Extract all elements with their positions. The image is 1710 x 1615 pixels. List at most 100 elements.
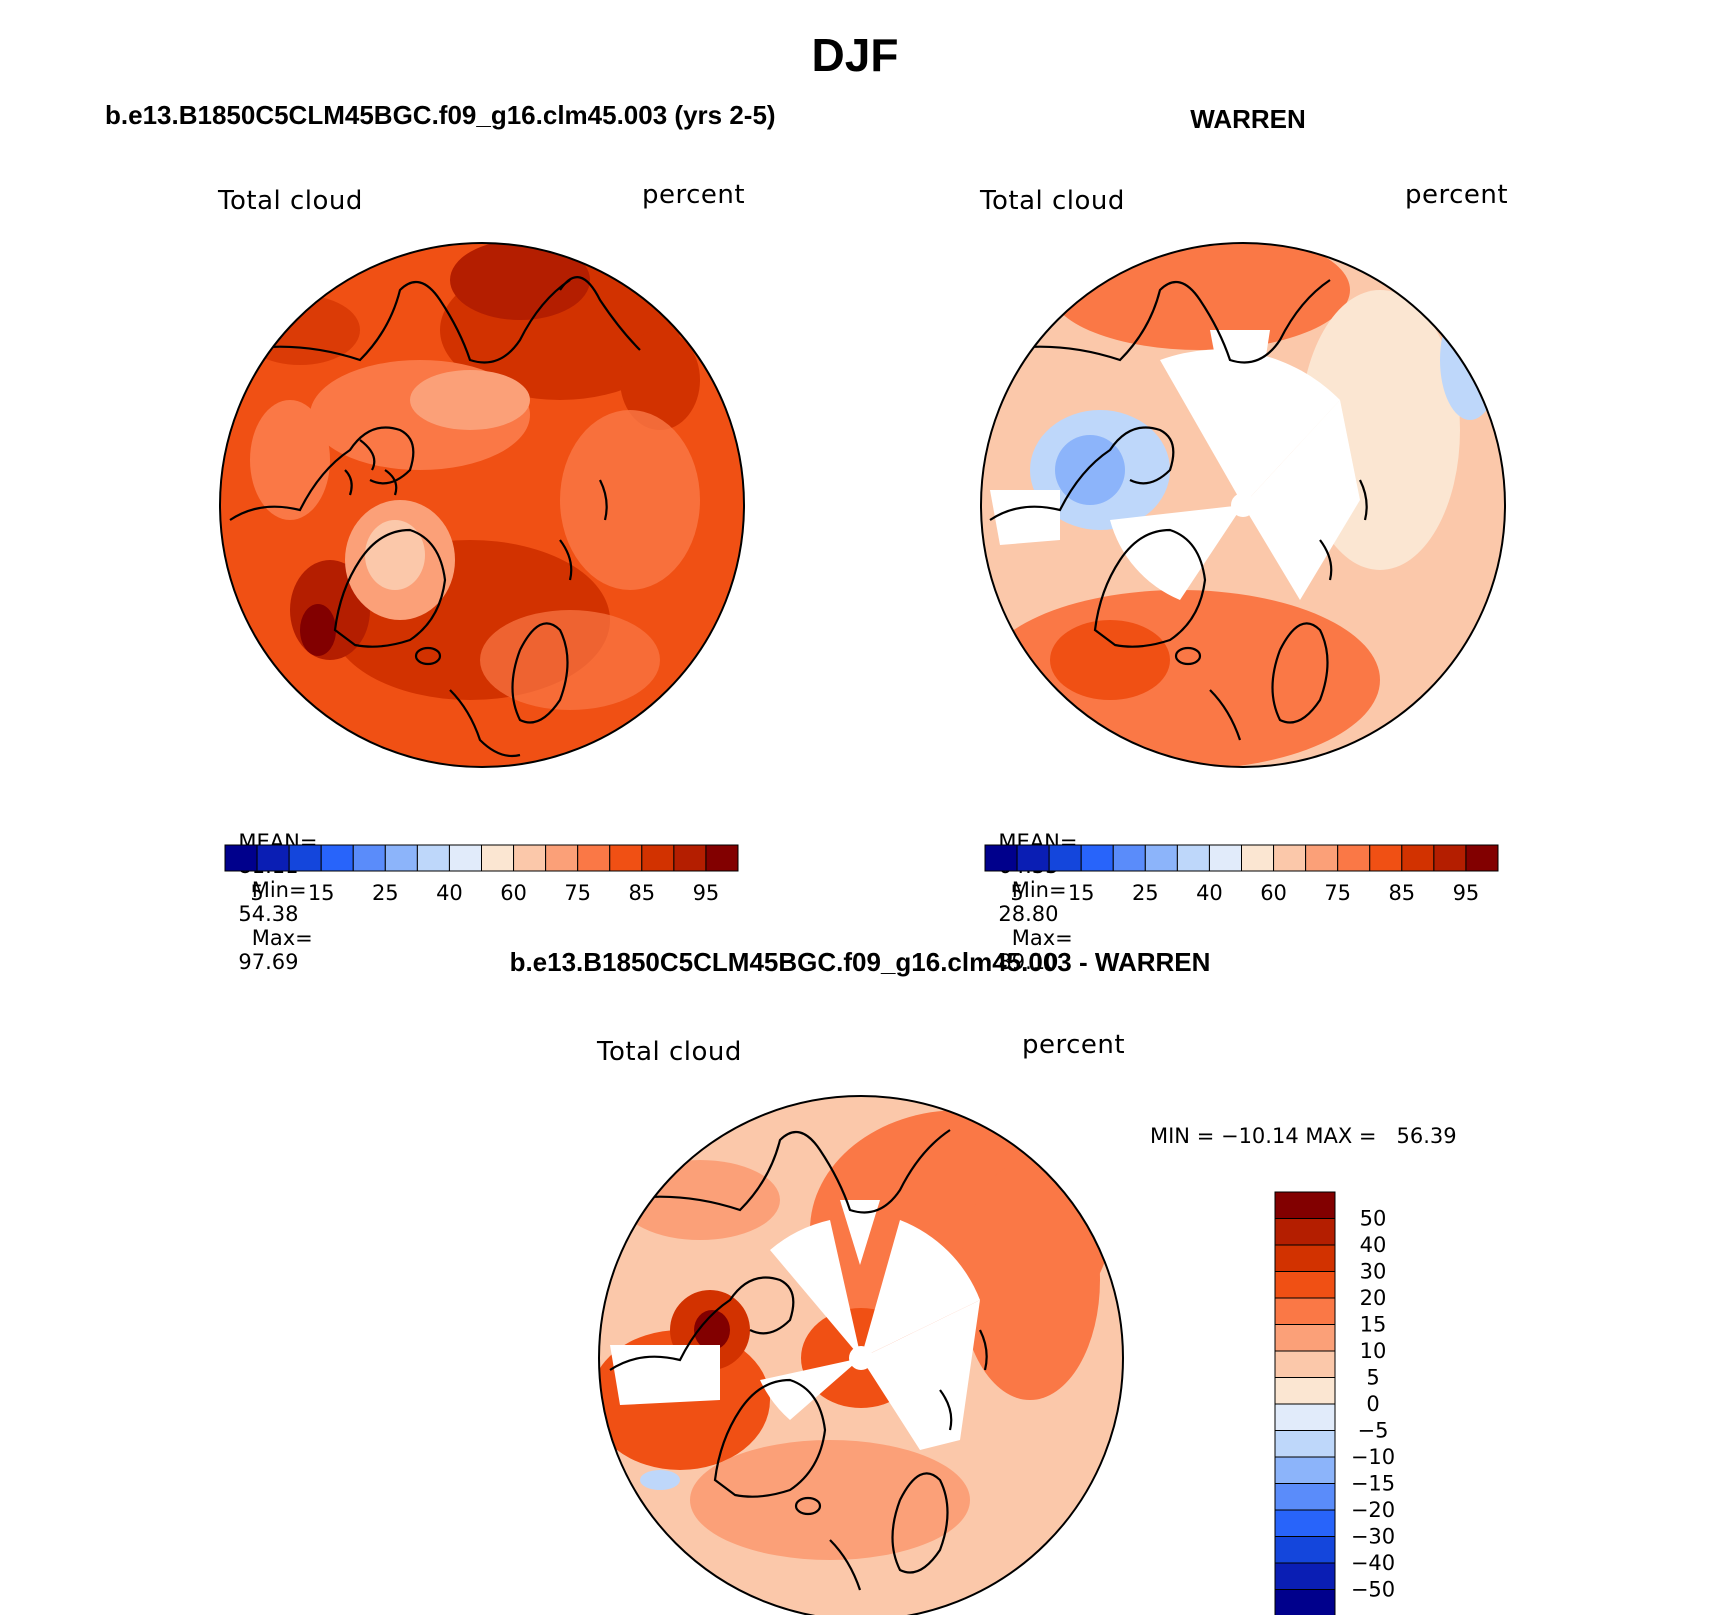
colorbar-panel3-swatch [1274,1324,1336,1352]
colorbar-panel2-tick-label: 40 [1196,881,1223,905]
map-panel2 [980,242,1506,768]
panel2-stats: MEAN= 64.33 Min= 28.80 Max= 89.10 [985,806,1077,974]
colorbar-panel2-swatch [1241,844,1275,872]
panel1-title: b.e13.B1850C5CLM45BGC.f09_g16.clm45.003 … [105,100,776,130]
colorbar-panel1-swatch [481,844,515,872]
colorbar-panel1-swatch [288,844,322,872]
colorbar-panel3-tick-label: 40 [1360,1233,1387,1257]
colorbar-panel3-tick-label: 20 [1360,1286,1387,1310]
colorbar-panel1-swatch [320,844,354,872]
colorbar-panel3-tick-label: 30 [1360,1260,1387,1284]
colorbar-panel1-tick-label: 25 [372,881,399,905]
colorbar-panel1-swatch [352,844,386,872]
colorbar-panel3-swatch [1274,1297,1336,1325]
colorbar-panel2-swatch [1433,844,1467,872]
colorbar-panel1-swatch [609,844,643,872]
colorbar-panel1-tick-label: 60 [500,881,527,905]
panel3-variable-label: Total cloud [597,1037,742,1067]
colorbar-panel1-tick-label: 85 [628,881,655,905]
colorbar-panel1-swatch [641,844,675,872]
panel2-variable-label: Total cloud [980,186,1125,216]
colorbar-panel1-swatch [673,844,707,872]
colorbar-panel3-swatch [1274,1456,1336,1484]
colorbar-panel2-swatch [1144,844,1178,872]
panel3-units-label: percent [1022,1030,1126,1060]
colorbar-panel1-swatch [384,844,418,872]
colorbar-panel1-tick-label: 15 [308,881,335,905]
colorbar-panel2-swatch [1080,844,1114,872]
colorbar-panel2-tick-label: 75 [1324,881,1351,905]
panel1-max-label: Max= [251,926,313,950]
colorbar-panel3-swatch [1274,1191,1336,1219]
colorbar-panel3-swatch [1274,1377,1336,1405]
colorbar-panel1-swatch [224,844,258,872]
colorbar-panel2-tick-label: 25 [1132,881,1159,905]
colorbar-panel2-swatch [1048,844,1082,872]
colorbar-panel3-swatch [1274,1536,1336,1564]
colorbar-panel1-tick-label: 95 [693,881,720,905]
colorbar-panel3-tick-label: −30 [1351,1525,1395,1549]
colorbar-panel2-tick-label: 95 [1453,881,1480,905]
colorbar-panel3-tick-label: −20 [1351,1498,1395,1522]
colorbar-panel1-swatch [416,844,450,872]
panel3-title: b.e13.B1850C5CLM45BGC.f09_g16.clm45.003 … [509,947,1211,977]
panel1-variable-label: Total cloud [218,186,363,216]
colorbar-panel3-tick-label: 5 [1366,1366,1379,1390]
panel2-max-label: Max= [1011,926,1073,950]
colorbar-panel1-swatch [256,844,290,872]
panel2-units-label: percent [1405,180,1509,210]
colorbar-panel2-tick-label: 85 [1388,881,1415,905]
panel2-min-value: 28.80 [998,902,1059,926]
colorbar-panel2-swatch [1337,844,1371,872]
colorbar-panel1-swatch [577,844,611,872]
colorbar-panel3-swatch [1274,1589,1336,1615]
colorbar-panel3-tick-label: 0 [1366,1392,1379,1416]
colorbar-panel3-swatch [1274,1218,1336,1246]
colorbar-panel2-swatch [1176,844,1210,872]
colorbar-panel2-swatch [1401,844,1435,872]
colorbar-panel3-tick-label: 10 [1360,1339,1387,1363]
map-panel3 [598,1095,1124,1615]
colorbar-panel3-tick-label: −50 [1351,1578,1395,1602]
colorbar-panel3-swatch [1274,1271,1336,1299]
colorbar-panel3-tick-label: −5 [1358,1419,1389,1443]
colorbar-panel1-swatch [545,844,579,872]
colorbar-panel3-swatch [1274,1562,1336,1590]
colorbar-panel2-swatch [984,844,1018,872]
colorbar-panel2-tick-label: 15 [1068,881,1095,905]
colorbar-panel2-swatch [1016,844,1050,872]
panel1-min-value: 54.38 [238,902,299,926]
colorbar-panel1-swatch [448,844,482,872]
colorbar-panel3-swatch [1274,1509,1336,1537]
colorbar-panel2-swatch [1465,844,1499,872]
panel2-title: WARREN [1190,104,1306,134]
colorbar-panel2-swatch [1305,844,1339,872]
colorbar-panel2-tick-label: 60 [1260,881,1287,905]
panel3-stats: MIN = −10.14 MAX = 56.39 [1150,1124,1457,1148]
map-panel1 [219,242,745,768]
colorbar-panel1-tick-label: 75 [564,881,591,905]
colorbar-panel1: 5 15 25 40 60 75 85 95 [224,844,739,905]
colorbar-panel3-tick-label: −15 [1351,1472,1395,1496]
colorbar-panel2-swatch [1112,844,1146,872]
colorbar-panel3-tick-label: −40 [1351,1551,1395,1575]
colorbar-panel1-tick-label: 40 [436,881,463,905]
colorbar-panel1-tick-label: 5 [250,881,263,905]
colorbar-panel2: 5 15 25 40 60 75 85 95 [984,844,1499,905]
panel1-min-label: Min= [251,878,307,902]
panel1-units-label: percent [642,180,746,210]
panel2-max-value: 89.10 [998,950,1059,974]
figure-title: DJF [811,29,899,81]
colorbar-panel3-tick-label: 15 [1360,1313,1387,1337]
panel1-max-value: 97.69 [238,950,299,974]
panel2-min-label: Min= [1011,878,1067,902]
colorbar-panel3-swatch [1274,1430,1336,1458]
colorbar-panel3-swatch [1274,1244,1336,1272]
colorbar-panel3-swatch [1274,1483,1336,1511]
colorbar-panel2-swatch [1273,844,1307,872]
colorbar-panel1-swatch [513,844,547,872]
colorbar-panel2-swatch [1369,844,1403,872]
colorbar-panel2-tick-label: 5 [1010,881,1023,905]
